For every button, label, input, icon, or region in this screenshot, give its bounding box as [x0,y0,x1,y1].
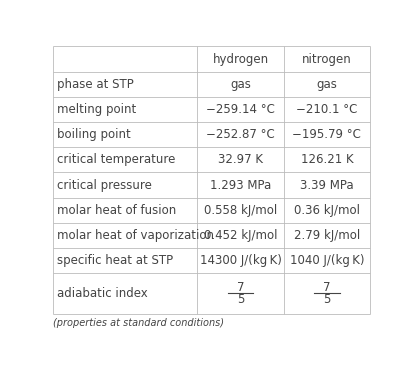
Text: −195.79 °C: −195.79 °C [292,128,361,141]
Text: 32.97 K: 32.97 K [218,153,263,166]
Text: adiabatic index: adiabatic index [57,287,148,300]
Text: boiling point: boiling point [57,128,131,141]
Text: (properties at standard conditions): (properties at standard conditions) [53,318,224,328]
Text: 0.558 kJ/mol: 0.558 kJ/mol [204,204,277,217]
Text: 126.21 K: 126.21 K [301,153,353,166]
Text: nitrogen: nitrogen [302,53,352,66]
Text: 3.39 MPa: 3.39 MPa [300,178,354,192]
Text: hydrogen: hydrogen [212,53,268,66]
Text: 0.452 kJ/mol: 0.452 kJ/mol [204,229,277,242]
Text: 7: 7 [237,280,244,294]
Text: specific heat at STP: specific heat at STP [57,254,173,267]
Text: 1.293 MPa: 1.293 MPa [210,178,271,192]
Text: molar heat of vaporization: molar heat of vaporization [57,229,214,242]
Text: 0.36 kJ/mol: 0.36 kJ/mol [294,204,360,217]
Text: critical temperature: critical temperature [57,153,176,166]
Text: melting point: melting point [57,103,136,116]
Text: molar heat of fusion: molar heat of fusion [57,204,176,217]
Text: phase at STP: phase at STP [57,78,134,91]
Text: 2.79 kJ/mol: 2.79 kJ/mol [294,229,360,242]
Text: gas: gas [316,78,337,91]
Text: 14300 J/(kg K): 14300 J/(kg K) [199,254,281,267]
Text: 1040 J/(kg K): 1040 J/(kg K) [290,254,364,267]
Text: 5: 5 [237,293,244,306]
Text: 7: 7 [323,280,330,294]
Text: −210.1 °C: −210.1 °C [296,103,358,116]
Text: 5: 5 [323,293,330,306]
Text: −252.87 °C: −252.87 °C [206,128,275,141]
Text: −259.14 °C: −259.14 °C [206,103,275,116]
Text: gas: gas [230,78,251,91]
Text: critical pressure: critical pressure [57,178,152,192]
